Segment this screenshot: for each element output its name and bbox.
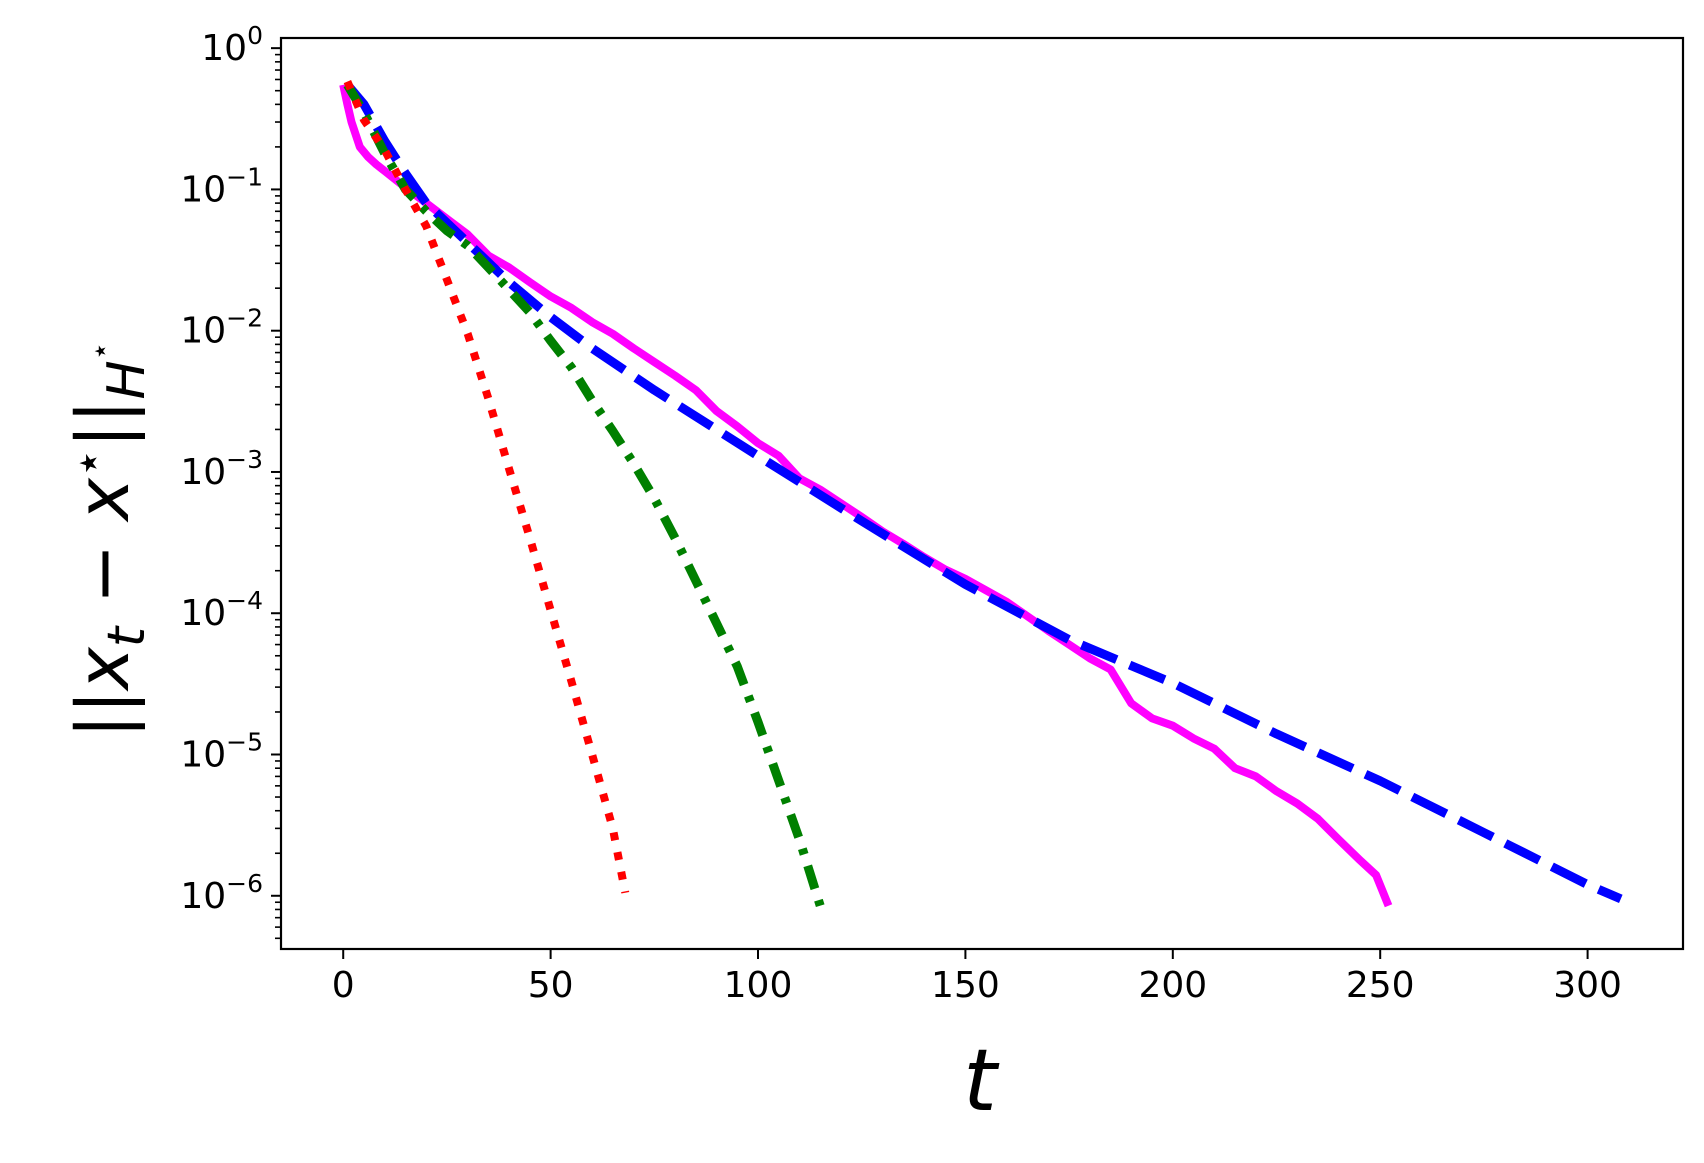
y-tick-label: 10−2 — [180, 304, 263, 352]
series-layer — [339, 80, 1623, 908]
y-tick-label: 100 — [201, 21, 263, 69]
y-label-minus-x: − x — [61, 477, 145, 627]
series-line-2 — [343, 81, 1623, 904]
x-tick-label: 300 — [1553, 965, 1622, 1006]
y-axis-label: ||xt − x⋆||H⋆ — [60, 342, 157, 739]
x-tick-label: 150 — [931, 965, 1000, 1006]
y-tick-label: 10−3 — [180, 445, 263, 493]
x-tick-label: 100 — [724, 965, 793, 1006]
y-label-subscript-t: t — [97, 625, 157, 647]
series-line-3 — [343, 82, 825, 908]
y-axis-label-text: ||xt − x⋆||H⋆ — [60, 342, 157, 739]
x-tick-label: 200 — [1138, 965, 1207, 1006]
y-tick-label: 10−5 — [180, 728, 263, 776]
x-tick-label: 50 — [528, 965, 574, 1006]
y-label-norm-close: || — [61, 400, 146, 449]
series-line-1 — [339, 83, 1393, 908]
x-axis-label: t — [963, 1031, 1000, 1131]
y-label-subscript-h: H — [97, 360, 157, 399]
y-label-star: ⋆ — [60, 448, 116, 478]
y-tick-label: 10−6 — [180, 869, 263, 917]
y-tick-label: 10−1 — [180, 162, 263, 210]
y-tick-label: 10−4 — [180, 586, 263, 634]
x-tick-label: 250 — [1346, 965, 1415, 1006]
x-tick-label: 0 — [332, 965, 355, 1006]
y-label-norm-open: ||x — [61, 646, 146, 739]
y-label-subscript-star: ⋆ — [83, 342, 118, 361]
ticks-layer: 0 50 100 150 200 250 300 100 10−1 10−2 10−3 10−4 10−… — [180, 21, 1622, 1006]
